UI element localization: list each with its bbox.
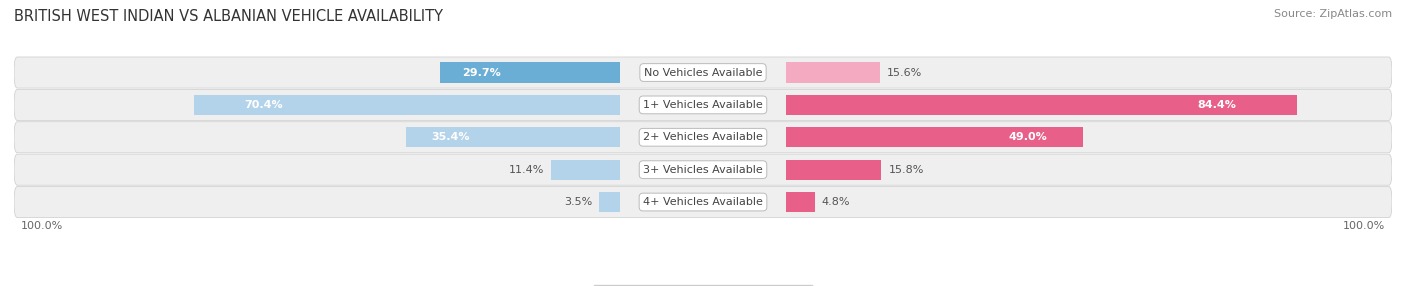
Bar <box>786 127 1083 147</box>
Text: 4+ Vehicles Available: 4+ Vehicles Available <box>643 197 763 207</box>
Text: 100.0%: 100.0% <box>1343 221 1385 231</box>
Legend: British West Indian, Albanian: British West Indian, Albanian <box>593 285 813 286</box>
Text: 11.4%: 11.4% <box>509 165 544 175</box>
Bar <box>194 95 620 115</box>
Bar <box>406 127 620 147</box>
Text: 2+ Vehicles Available: 2+ Vehicles Available <box>643 132 763 142</box>
Text: 49.0%: 49.0% <box>1008 132 1047 142</box>
Text: 35.4%: 35.4% <box>432 132 470 142</box>
Text: 15.6%: 15.6% <box>887 67 922 78</box>
Text: BRITISH WEST INDIAN VS ALBANIAN VEHICLE AVAILABILITY: BRITISH WEST INDIAN VS ALBANIAN VEHICLE … <box>14 9 443 23</box>
Bar <box>599 192 620 212</box>
Text: 3.5%: 3.5% <box>564 197 592 207</box>
Bar <box>440 62 620 83</box>
Text: 1+ Vehicles Available: 1+ Vehicles Available <box>643 100 763 110</box>
FancyBboxPatch shape <box>14 154 1392 185</box>
Text: Source: ZipAtlas.com: Source: ZipAtlas.com <box>1274 9 1392 19</box>
Bar <box>786 62 880 83</box>
FancyBboxPatch shape <box>14 186 1392 218</box>
Text: 4.8%: 4.8% <box>821 197 851 207</box>
Text: 70.4%: 70.4% <box>245 100 284 110</box>
Text: No Vehicles Available: No Vehicles Available <box>644 67 762 78</box>
Bar <box>786 160 882 180</box>
FancyBboxPatch shape <box>14 122 1392 153</box>
Text: 84.4%: 84.4% <box>1197 100 1236 110</box>
Bar <box>786 95 1298 115</box>
Bar <box>786 192 814 212</box>
FancyBboxPatch shape <box>14 89 1392 120</box>
Bar <box>551 160 620 180</box>
Text: 100.0%: 100.0% <box>21 221 63 231</box>
Text: 3+ Vehicles Available: 3+ Vehicles Available <box>643 165 763 175</box>
Text: 29.7%: 29.7% <box>463 67 501 78</box>
FancyBboxPatch shape <box>14 57 1392 88</box>
Text: 15.8%: 15.8% <box>889 165 924 175</box>
